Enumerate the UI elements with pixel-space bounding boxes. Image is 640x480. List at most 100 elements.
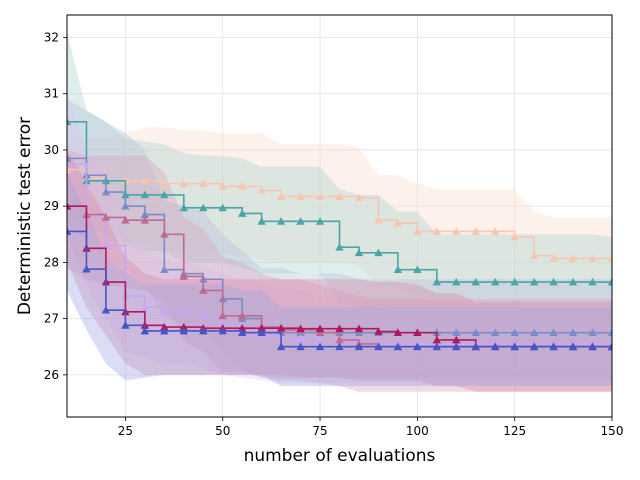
marker-royal-blue	[160, 326, 169, 335]
x-tick-label: 75	[312, 424, 327, 438]
marker-teal	[452, 277, 461, 286]
marker-slate-blue	[452, 328, 461, 337]
marker-teal	[276, 217, 286, 225]
plot-frame	[66, 14, 613, 418]
marker-royal-blue	[276, 342, 286, 351]
marker-slate-blue	[510, 328, 519, 337]
marker-peach	[607, 254, 612, 262]
marker-crimson	[432, 335, 442, 344]
marker-teal	[296, 217, 305, 225]
marker-crimson	[67, 201, 72, 210]
marker-peach	[549, 254, 558, 262]
marker-royal-blue	[549, 342, 558, 351]
marker-slate-blue	[588, 328, 597, 337]
y-tick-label: 31	[44, 87, 59, 101]
marker-mauve	[237, 311, 247, 320]
y-axis-label: Deterministic test error	[15, 117, 35, 315]
marker-mauve	[101, 213, 111, 221]
marker-slate-blue	[354, 328, 364, 337]
marker-teal	[199, 203, 208, 212]
marker-crimson	[257, 323, 266, 332]
marker-teal	[237, 209, 247, 217]
marker-peach	[237, 182, 247, 190]
marker-peach	[568, 254, 578, 262]
marker-crimson	[160, 322, 169, 331]
marker-crimson	[374, 327, 383, 335]
marker-slate-blue	[491, 328, 500, 337]
marker-slate-blue	[568, 328, 578, 337]
marker-slate-blue	[471, 328, 480, 337]
marker-crimson	[335, 324, 344, 333]
marker-royal-blue	[67, 227, 72, 235]
band-lavender	[67, 93, 612, 384]
y-tick-label: 27	[44, 312, 59, 326]
marker-crimson	[237, 323, 247, 332]
marker-peach	[588, 254, 597, 262]
marker-teal	[67, 117, 72, 126]
marker-slate-blue	[67, 154, 72, 162]
marker-crimson	[315, 324, 325, 333]
marker-lavender	[101, 241, 111, 249]
series-lines	[67, 117, 612, 351]
x-tick-label: 50	[215, 424, 230, 438]
y-tick-label: 28	[44, 255, 59, 269]
marker-slate-blue	[160, 265, 169, 274]
marker-slate-blue	[101, 187, 111, 196]
marker-mauve	[160, 230, 169, 238]
marker-royal-blue	[588, 342, 597, 351]
marker-mauve	[179, 272, 188, 280]
marker-royal-blue	[335, 342, 344, 351]
marker-lavender	[315, 336, 325, 345]
marker-royal-blue	[452, 342, 461, 351]
marker-teal	[393, 265, 403, 274]
marker-peach	[452, 227, 461, 235]
marker-royal-blue	[510, 342, 519, 351]
marker-teal	[491, 277, 500, 286]
x-tick-label: 100	[406, 424, 429, 438]
marker-mauve	[335, 335, 344, 344]
grid-lines	[67, 15, 613, 417]
marker-peach	[67, 165, 72, 173]
marker-peach	[354, 193, 364, 202]
marker-teal	[588, 277, 597, 286]
marker-peach	[491, 227, 500, 235]
marker-lavender	[67, 159, 72, 168]
marker-teal	[218, 203, 227, 212]
marker-lavender	[296, 334, 305, 342]
marker-royal-blue	[218, 326, 227, 335]
marker-teal	[471, 277, 480, 286]
marker-teal	[413, 265, 422, 274]
marker-peach	[413, 227, 422, 235]
marker-royal-blue	[315, 342, 325, 351]
y-tick-label: 26	[44, 368, 59, 382]
y-tick-label: 29	[44, 199, 59, 213]
marker-royal-blue	[374, 342, 383, 351]
marker-teal	[335, 243, 344, 251]
x-tick-label: 125	[503, 424, 526, 438]
marker-peach	[199, 179, 208, 188]
marker-royal-blue	[101, 305, 111, 314]
marker-teal	[374, 248, 383, 257]
marker-teal	[568, 277, 578, 286]
marker-crimson	[393, 328, 403, 337]
marker-peach	[529, 251, 539, 259]
marker-peach	[276, 192, 286, 200]
marker-mauve	[199, 286, 208, 294]
marker-slate-blue	[140, 210, 150, 218]
marker-royal-blue	[296, 342, 305, 351]
x-axis-label: number of evaluations	[244, 446, 436, 466]
line-peach	[67, 168, 612, 260]
marker-crimson	[413, 328, 422, 337]
marker-royal-blue	[607, 342, 612, 351]
marker-royal-blue	[413, 342, 422, 351]
marker-mauve	[315, 328, 325, 337]
axis-ticks: 25 50 75 100 125 150 26 27 28 29 30 31 32	[44, 30, 624, 438]
marker-lavender	[218, 320, 227, 328]
marker-peach	[218, 182, 227, 190]
marker-peach	[432, 227, 442, 235]
marker-crimson	[354, 324, 364, 333]
marker-royal-blue	[199, 326, 208, 335]
line-teal	[67, 121, 612, 283]
marker-mauve	[140, 216, 150, 224]
